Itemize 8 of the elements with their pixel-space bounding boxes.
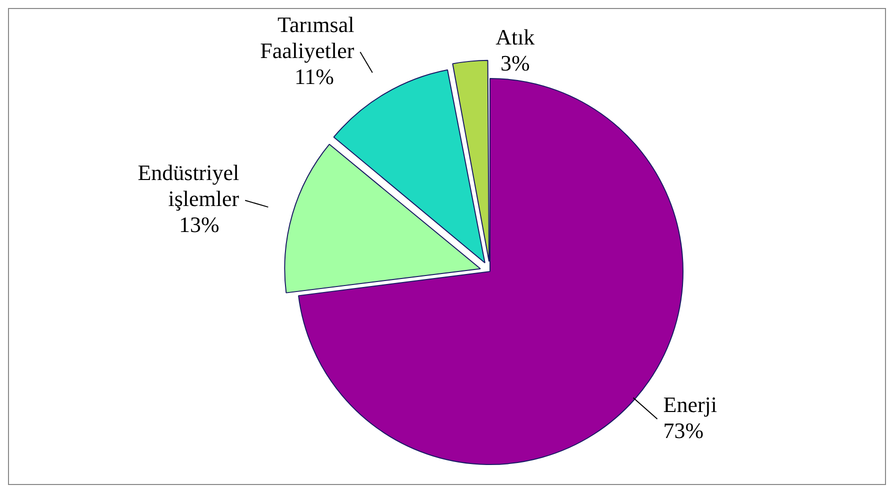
slice-label: Atık bbox=[496, 24, 535, 50]
data-label: 3% bbox=[500, 50, 530, 76]
data-label: 73% bbox=[663, 418, 704, 443]
slice-label: Tarımsal Faaliyetler bbox=[260, 12, 355, 63]
slice-label: Enerji bbox=[663, 392, 718, 417]
data-label: 13% bbox=[178, 212, 220, 238]
slice-label: Endüstriyel işlemler bbox=[138, 160, 240, 212]
data-label: 11% bbox=[294, 64, 334, 89]
